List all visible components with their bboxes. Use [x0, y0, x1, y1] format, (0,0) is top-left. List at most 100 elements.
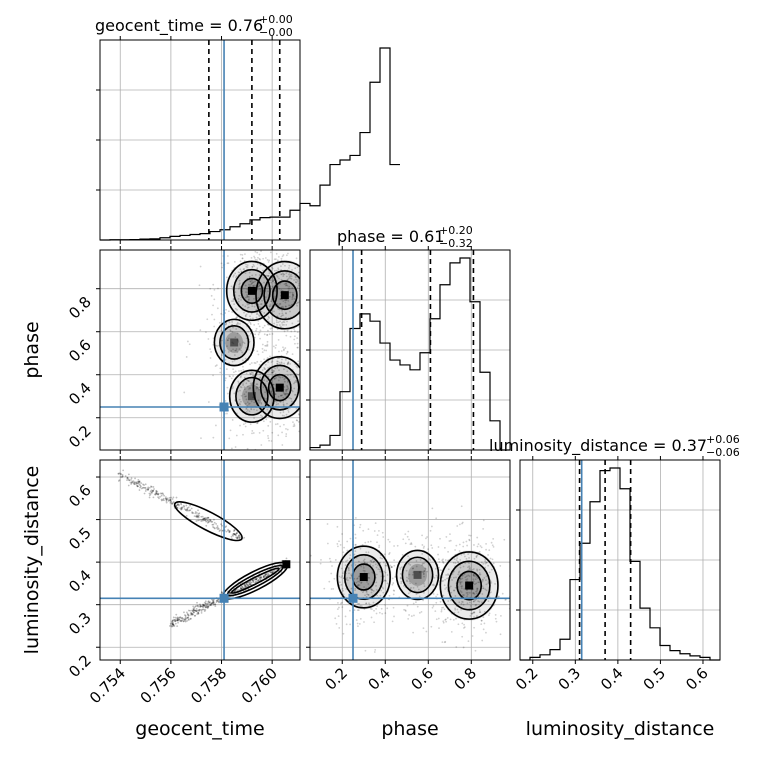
scatter-point [296, 366, 299, 369]
scatter-point [193, 609, 195, 612]
scatter-point [176, 617, 179, 620]
scatter-point [465, 592, 468, 594]
scatter-point [268, 333, 271, 336]
scatter-point [232, 326, 234, 329]
truth-marker [219, 593, 229, 603]
scatter-point [147, 488, 150, 491]
scatter-point [232, 275, 235, 278]
scatter-point [246, 264, 249, 267]
scatter-point [172, 622, 174, 624]
scatter-point [393, 615, 395, 618]
scatter-point [417, 588, 420, 591]
scatter-point [203, 601, 206, 604]
scatter-point [119, 476, 122, 478]
scatter-point [457, 560, 459, 563]
contour-line [235, 376, 269, 416]
scatter-point [203, 517, 206, 520]
scatter-point [282, 423, 285, 426]
scatter-point [259, 264, 262, 267]
scatter-point [252, 581, 255, 584]
scatter-point [356, 585, 359, 587]
scatter-point [283, 273, 286, 276]
scatter-point [421, 544, 424, 546]
scatter-point [131, 481, 133, 484]
scatter-point [252, 284, 255, 287]
scatter-point [263, 311, 266, 314]
scatter-point [365, 602, 368, 605]
scatter-point [273, 370, 276, 373]
scatter-point [212, 603, 215, 606]
scatter-point [380, 607, 383, 610]
scatter-point [244, 425, 247, 428]
scatter-point [214, 605, 217, 608]
scatter-point [479, 545, 482, 547]
scatter-point [285, 352, 288, 355]
scatter-point [489, 591, 492, 593]
scatter-point [212, 304, 214, 307]
scatter-point [151, 490, 154, 493]
scatter-point [283, 330, 286, 333]
scatter-point [239, 268, 242, 271]
scatter-point [271, 392, 273, 395]
scatter-point [206, 606, 209, 609]
scatter-point [250, 282, 253, 285]
scatter-point [455, 576, 457, 579]
panel-frame [99, 459, 301, 661]
scatter-point [231, 330, 234, 333]
scatter-point [216, 528, 219, 531]
scatter-point [247, 584, 250, 587]
scatter-point [286, 350, 289, 353]
scatter-point [280, 278, 283, 281]
scatter-point [176, 616, 179, 619]
scatter-point [172, 624, 175, 626]
scatter-point [243, 268, 245, 270]
title-luminosity-distance: luminosity_distance = 0.37 [489, 436, 707, 456]
scatter-point [245, 263, 247, 266]
scatter-point [382, 591, 385, 594]
scatter-point [465, 575, 468, 578]
scatter-point [362, 591, 364, 594]
scatter-point [441, 580, 443, 583]
scatter-point [441, 559, 444, 562]
scatter-point [484, 562, 487, 565]
scatter-point [136, 485, 139, 488]
scatter-point [404, 533, 407, 536]
scatter-point [447, 600, 450, 602]
scatter-point [260, 310, 263, 313]
scatter-point [358, 584, 361, 587]
contour-line [259, 364, 300, 411]
scatter-point [239, 386, 242, 388]
scatter-point [424, 568, 427, 570]
scatter-point [270, 361, 273, 364]
scatter-point [260, 303, 263, 305]
scatter-point [340, 576, 343, 579]
scatter-point [296, 331, 299, 334]
scatter-point [263, 366, 266, 369]
scatter-point [264, 574, 266, 577]
scatter-point [356, 609, 359, 612]
scatter-point [480, 623, 483, 626]
scatter-point [195, 607, 198, 610]
scatter-point [275, 321, 278, 324]
diag-panel-geocent_time [96, 36, 400, 244]
scatter-point [253, 417, 255, 419]
scatter-point [423, 585, 426, 588]
scatter-point [481, 578, 484, 581]
scatter-point [209, 604, 211, 607]
scatter-point [262, 575, 265, 578]
density-peak-cell [413, 570, 422, 579]
scatter-point [359, 547, 362, 550]
scatter-point [177, 503, 180, 506]
hist-bar [630, 561, 640, 660]
scatter-point [186, 509, 188, 512]
scatter-point [204, 519, 206, 522]
scatter-point [147, 487, 150, 490]
scatter-point [209, 287, 212, 290]
scatter-point [358, 526, 361, 529]
scatter-point [238, 294, 241, 297]
scatter-point [275, 344, 277, 347]
scatter-point [293, 335, 296, 338]
scatter-point [350, 564, 353, 567]
scatter-point [437, 546, 440, 548]
scatter-point [432, 583, 435, 586]
